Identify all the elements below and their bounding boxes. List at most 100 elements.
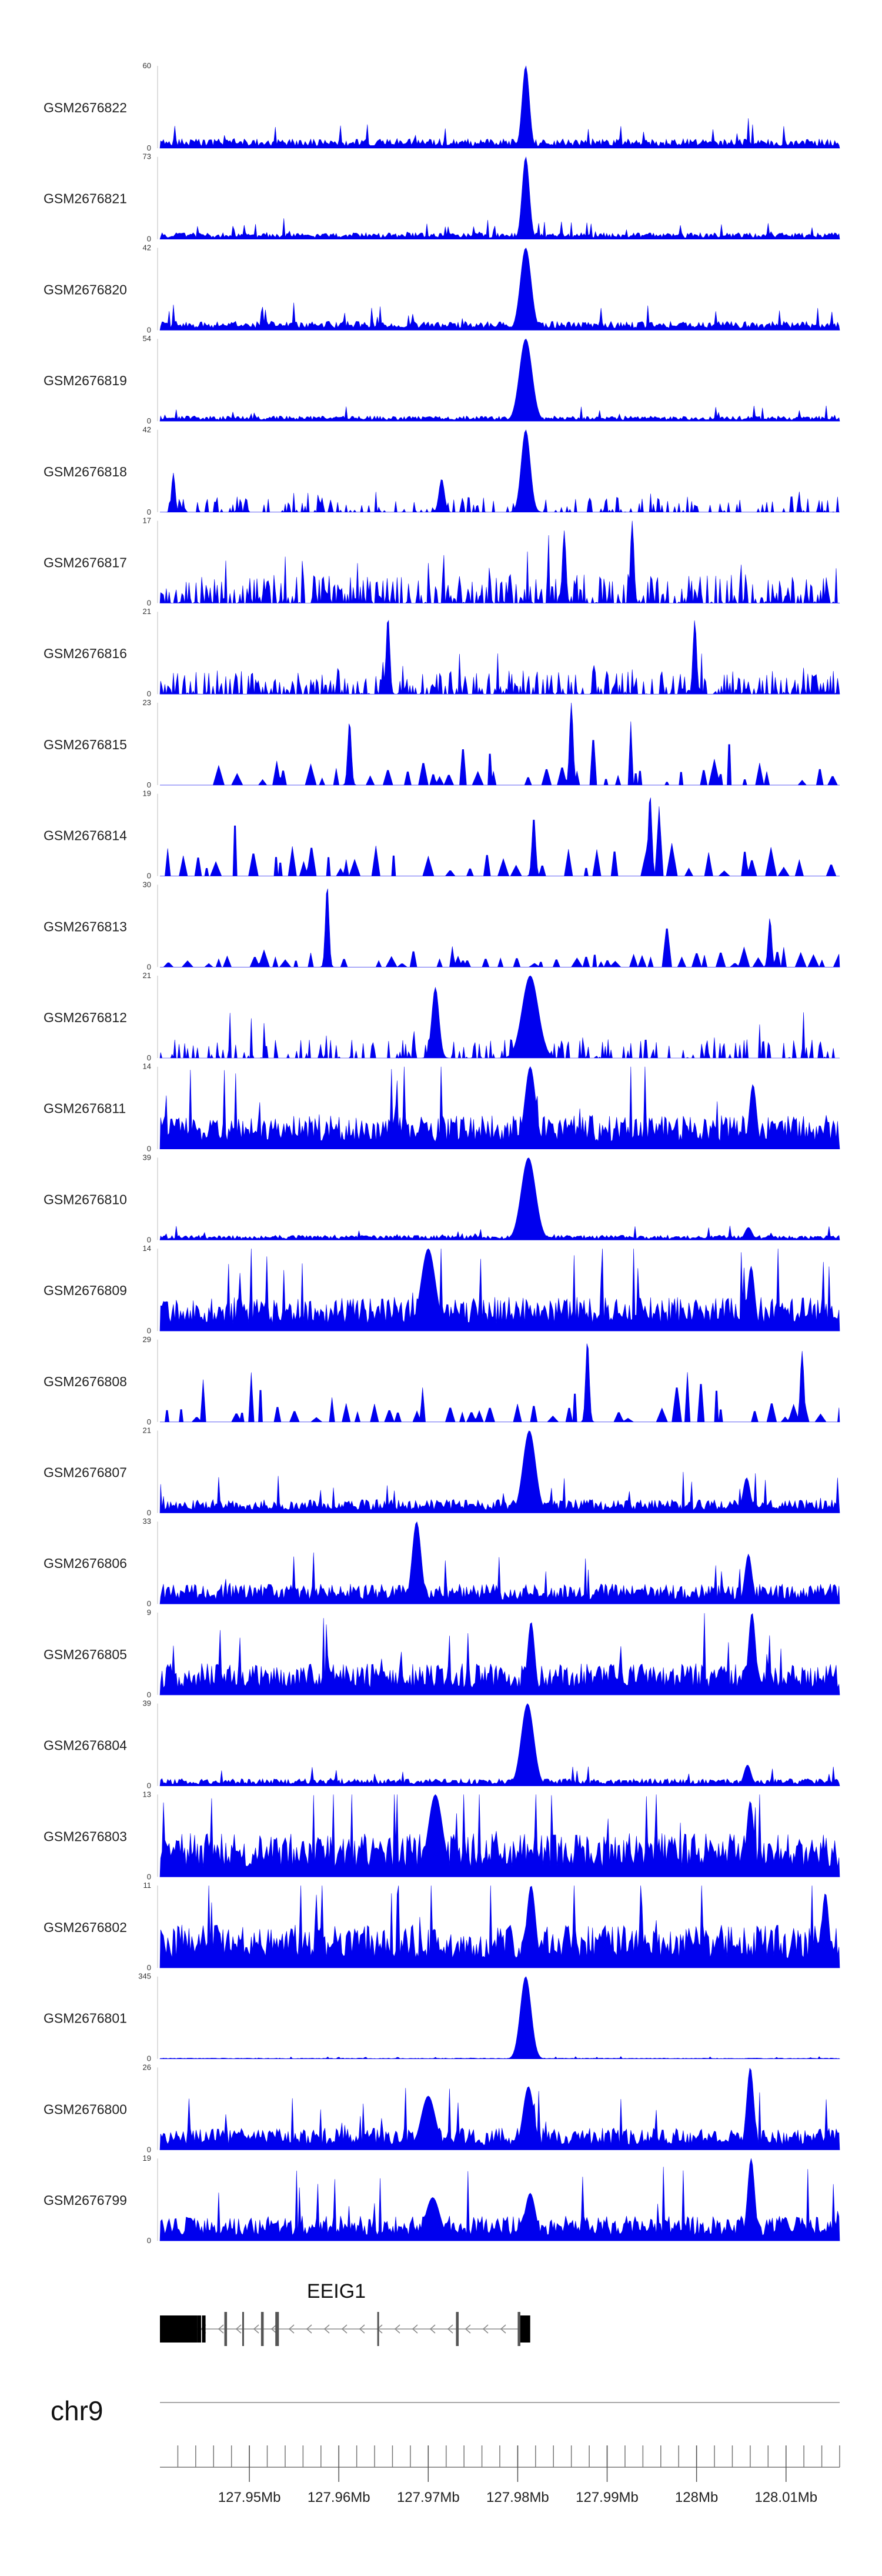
track-GSM2676816: GSM2676816 21 0 xyxy=(44,607,840,698)
track-signal-area xyxy=(159,1976,840,2059)
minor-ticks xyxy=(177,2445,840,2467)
track-sample-label: GSM2676821 xyxy=(44,191,127,206)
track-ymin-label: 0 xyxy=(147,1963,151,1972)
track-sample-label: GSM2676800 xyxy=(44,2101,127,2117)
track-signal-area xyxy=(159,1430,840,1513)
track-ymin-label: 0 xyxy=(147,2054,151,2063)
gene-strand-arrows xyxy=(200,2324,506,2334)
track-sample-label: GSM2676822 xyxy=(44,100,127,115)
strand-arrow xyxy=(429,2324,436,2334)
track-GSM2676812: GSM2676812 21 0 xyxy=(44,971,840,1062)
track-GSM2676805: GSM2676805 9 0 xyxy=(44,1608,840,1699)
track-signal-area xyxy=(159,520,840,604)
track-ymax-label: 14 xyxy=(143,1244,151,1253)
track-ymin-label: 0 xyxy=(147,780,151,789)
track-signal-area xyxy=(159,619,840,695)
gene-exon xyxy=(197,2315,201,2343)
track-sample-label: GSM2676804 xyxy=(44,1738,127,1753)
track-ymax-label: 11 xyxy=(143,1881,152,1890)
strand-arrow xyxy=(235,2324,242,2334)
track-ymax-label: 21 xyxy=(143,1426,151,1435)
gene-name-label: EEIG1 xyxy=(307,2280,366,2303)
track-ymax-label: 19 xyxy=(143,789,151,798)
track-sample-label: GSM2676819 xyxy=(44,373,127,388)
track-GSM2676802: GSM2676802 11 0 xyxy=(44,1881,840,1972)
track-ymin-label: 0 xyxy=(147,416,151,425)
track-GSM2676806: GSM2676806 33 0 xyxy=(44,1517,840,1608)
track-GSM2676818: GSM2676818 42 0 xyxy=(44,425,840,516)
track-ymax-label: 9 xyxy=(147,1608,151,1617)
x-tick-label: 127.99Mb xyxy=(576,2490,639,2505)
strand-arrow xyxy=(500,2324,506,2334)
track-ymax-label: 21 xyxy=(143,971,151,980)
x-tick-label: 127.95Mb xyxy=(218,2490,281,2505)
track-ymin-label: 0 xyxy=(147,1872,151,1881)
track-signal-area xyxy=(159,156,840,240)
strand-arrow xyxy=(270,2324,277,2334)
track-ymin-label: 0 xyxy=(147,235,151,243)
chromosome-label: chr9 xyxy=(51,2395,103,2426)
track-sample-label: GSM2676820 xyxy=(44,282,127,297)
track-ymin-label: 0 xyxy=(147,962,151,971)
track-sample-label: GSM2676813 xyxy=(44,919,127,934)
gene-exon xyxy=(224,2312,228,2346)
track-ymax-label: 42 xyxy=(143,425,151,434)
track-ymin-label: 0 xyxy=(147,2236,151,2245)
strand-arrow xyxy=(482,2324,489,2334)
track-ymax-label: 29 xyxy=(143,1335,151,1344)
track-GSM2676814: GSM2676814 19 0 xyxy=(44,789,840,880)
track-ymin-label: 0 xyxy=(147,1599,151,1608)
track-sample-label: GSM2676811 xyxy=(44,1101,126,1116)
track-GSM2676815: GSM2676815 23 0 xyxy=(44,698,840,789)
track-sample-label: GSM2676807 xyxy=(44,1465,127,1480)
track-GSM2676822: GSM2676822 60 0 xyxy=(44,61,840,152)
track-sample-label: GSM2676808 xyxy=(44,1374,127,1389)
genome-axis: chr9 127.95Mb 127.96Mb 127.97Mb 127.98Mb 127… xyxy=(51,2395,840,2505)
x-tick-label: 127.98Mb xyxy=(486,2490,549,2505)
track-ymax-label: 17 xyxy=(143,516,151,525)
track-ymin-label: 0 xyxy=(147,1781,151,1790)
track-signal-area xyxy=(159,338,840,422)
strand-arrow xyxy=(288,2324,295,2334)
track-signal-area xyxy=(159,2067,840,2150)
track-GSM2676810: GSM2676810 39 0 xyxy=(44,1153,840,1244)
track-signal-area xyxy=(159,1613,840,1696)
track-ymin-label: 0 xyxy=(147,1053,151,1062)
track-sample-label: GSM2676805 xyxy=(44,1647,127,1662)
track-ymin-label: 0 xyxy=(147,689,151,698)
track-ymax-label: 60 xyxy=(143,61,151,70)
track-signal-area xyxy=(160,1343,840,1423)
track-ymin-label: 0 xyxy=(147,508,151,516)
gene-exon xyxy=(456,2312,459,2346)
track-sample-label: GSM2676817 xyxy=(44,555,127,570)
track-signal-area xyxy=(159,1794,840,1877)
track-signal-area xyxy=(159,1703,840,1786)
track-ymax-label: 14 xyxy=(143,1062,151,1071)
track-GSM2676807: GSM2676807 21 0 xyxy=(44,1426,840,1517)
track-GSM2676808: GSM2676808 29 0 xyxy=(44,1335,840,1426)
track-signal-area xyxy=(160,429,840,513)
track-ymin-label: 0 xyxy=(147,2145,151,2154)
track-signal-area xyxy=(159,975,840,1059)
track-GSM2676821: GSM2676821 73 0 xyxy=(44,152,840,243)
track-ymin-label: 0 xyxy=(147,1235,151,1244)
track-signal-area xyxy=(160,702,840,786)
track-ymin-label: 0 xyxy=(147,1326,151,1335)
track-sample-label: GSM2676814 xyxy=(44,828,127,843)
track-sample-label: GSM2676810 xyxy=(44,1192,127,1207)
gene-exon xyxy=(377,2312,379,2346)
track-signal-area xyxy=(159,1885,840,1968)
track-sample-label: GSM2676803 xyxy=(44,1828,127,1844)
track-ymax-label: 39 xyxy=(143,1699,151,1708)
track-signal-area xyxy=(159,1248,840,1332)
strand-arrow xyxy=(306,2324,312,2334)
track-ymax-label: 42 xyxy=(143,243,151,252)
strand-arrow xyxy=(412,2324,418,2334)
track-ymin-label: 0 xyxy=(147,1509,151,1517)
track-GSM2676804: GSM2676804 39 0 xyxy=(44,1699,840,1790)
track-ymin-label: 0 xyxy=(147,872,151,880)
track-GSM2676800: GSM2676800 26 0 xyxy=(44,2063,840,2154)
track-GSM2676820: GSM2676820 42 0 xyxy=(44,243,840,334)
gene-exon xyxy=(520,2315,530,2343)
